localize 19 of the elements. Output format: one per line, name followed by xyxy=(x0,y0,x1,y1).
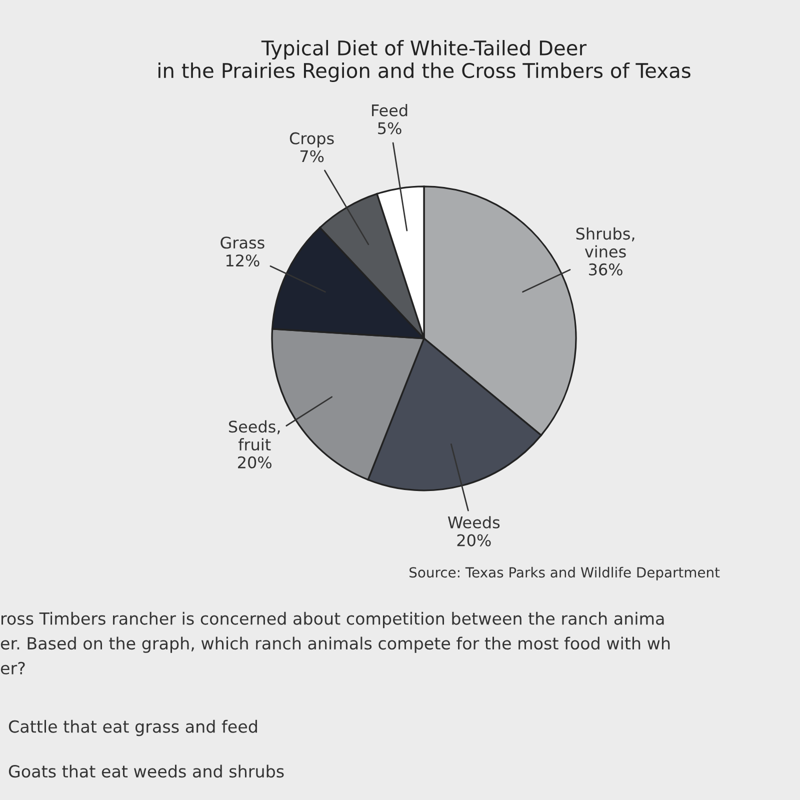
data-label: 5% xyxy=(378,122,402,134)
slice-label: Grass xyxy=(220,236,264,249)
source-note: Source: Texas Parks and Wildlife Department xyxy=(410,566,720,580)
chart-title: Typical Diet of White-Tailed Deer in the Prairies Region and the Cross Timbers of Texas xyxy=(158,40,690,82)
text: Cattle that eat grass and feed xyxy=(8,720,257,736)
data-label: 20% xyxy=(238,456,272,468)
text: Goats that eat weeds and shrubs xyxy=(8,764,284,778)
text: er. Based on the graph, which ranch animals compete for the most food with wh xyxy=(0,636,670,653)
slice-label: Weeds xyxy=(448,516,500,528)
slice-label: Crops xyxy=(290,132,334,148)
data-label: 20% xyxy=(457,534,491,546)
slice-label: Seeds, fruit xyxy=(228,420,280,451)
slice-label: Shrubs, vines xyxy=(576,227,634,258)
text: er? xyxy=(0,662,25,674)
slice-label: Feed xyxy=(372,104,408,116)
data-label: 36% xyxy=(589,263,622,276)
data-label: 12% xyxy=(226,254,260,267)
text: ross Timbers rancher is concerned about competition between the ranch anima xyxy=(2,612,664,628)
data-label: 7% xyxy=(300,150,324,162)
